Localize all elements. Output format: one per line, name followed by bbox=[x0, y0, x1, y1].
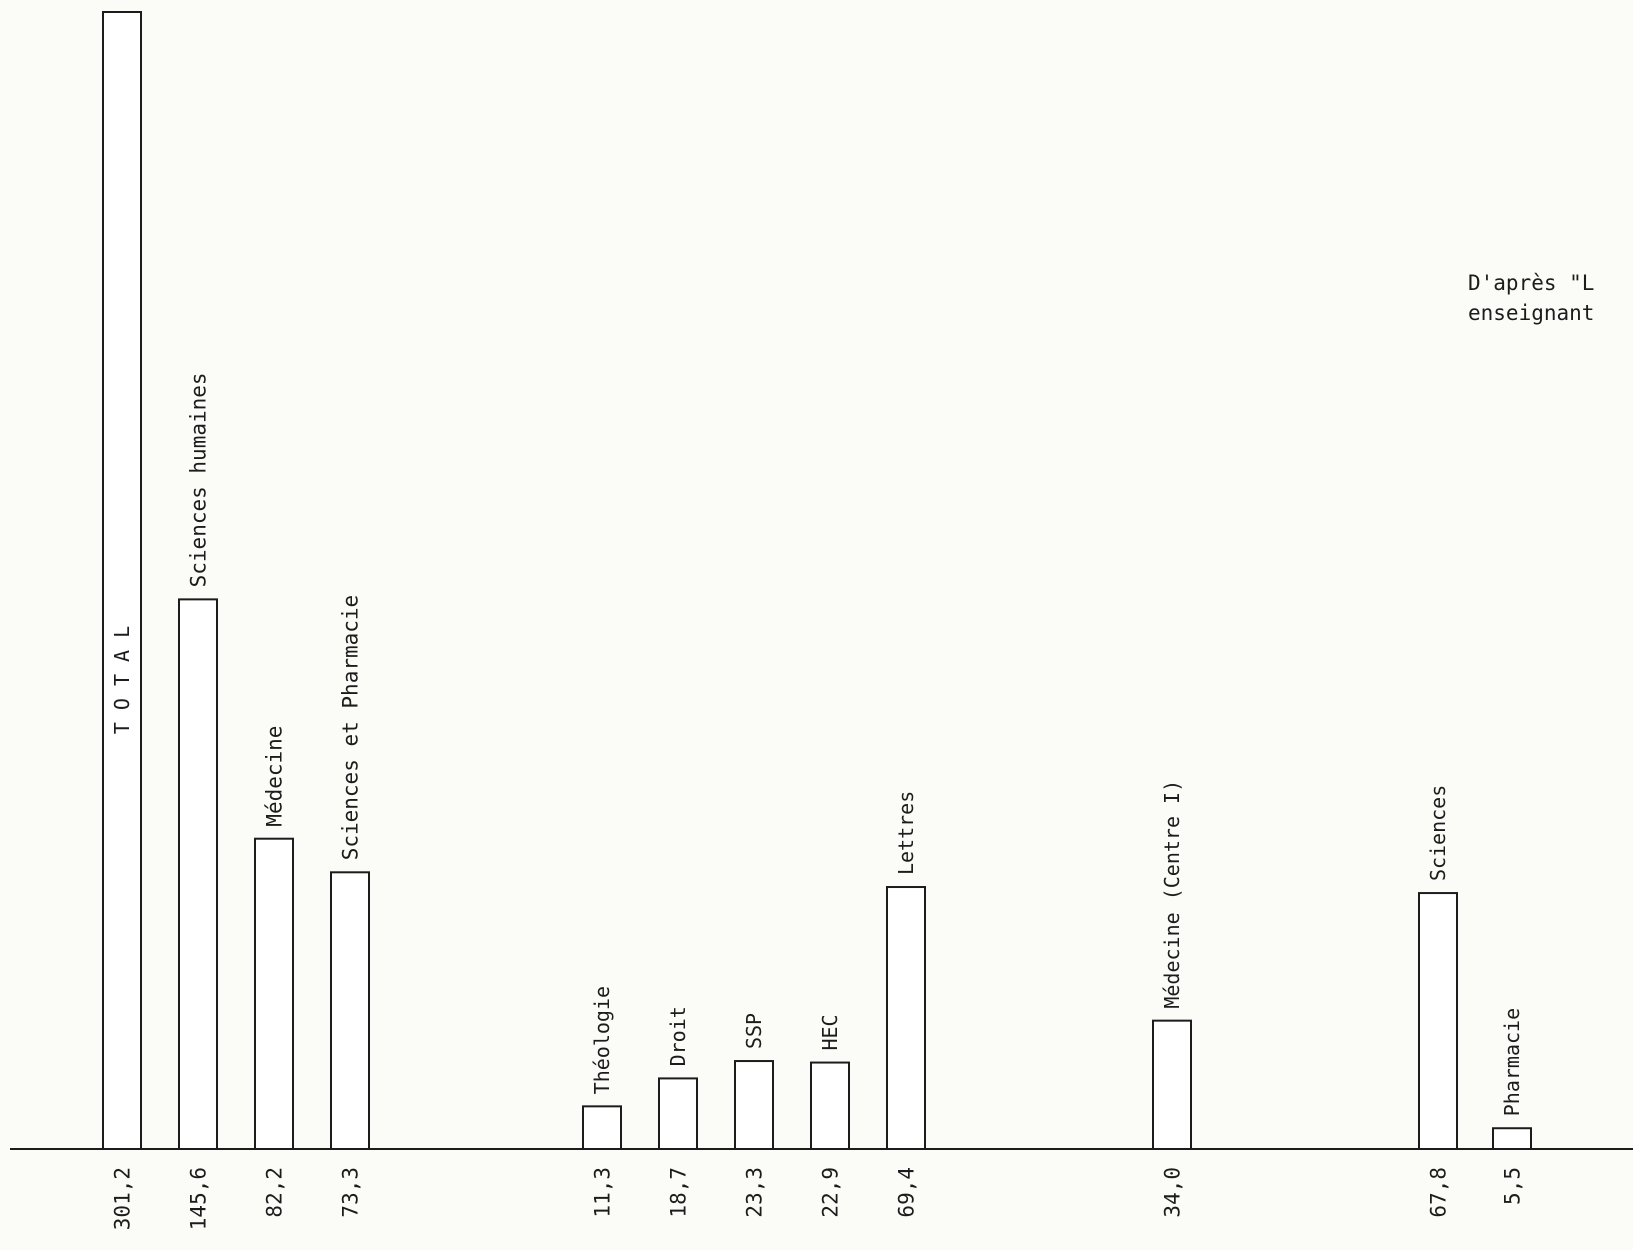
category-label-5: Droit bbox=[666, 1006, 690, 1066]
category-label-3: Sciences et Pharmacie bbox=[338, 595, 362, 861]
value-label-2: 82,2 bbox=[262, 1167, 286, 1218]
value-label-1: 145,6 bbox=[186, 1167, 210, 1230]
bar-2 bbox=[254, 837, 294, 1150]
source-note-line-2: enseignant bbox=[1468, 301, 1595, 325]
category-label-6: SSP bbox=[742, 1013, 766, 1049]
bar-9 bbox=[1152, 1019, 1192, 1150]
value-label-10: 67,8 bbox=[1426, 1167, 1450, 1218]
value-label-6: 23,3 bbox=[742, 1167, 766, 1218]
source-note: D'après "L enseignant bbox=[1468, 268, 1594, 328]
bar-0 bbox=[102, 11, 142, 1150]
bar-8 bbox=[886, 886, 926, 1150]
category-label-10: Sciences bbox=[1426, 785, 1450, 881]
value-label-3: 73,3 bbox=[338, 1167, 362, 1218]
value-label-4: 11,3 bbox=[590, 1167, 614, 1218]
bar-1 bbox=[178, 598, 218, 1150]
bar-3 bbox=[330, 871, 370, 1150]
value-labels-group: 301,2 145,6 82,2 73,3 11,3 18,7 23,3 22,9 69,4 34… bbox=[110, 1167, 1524, 1230]
value-label-0: 301,2 bbox=[110, 1167, 134, 1230]
category-label-4: Théologie bbox=[590, 986, 614, 1094]
bars-group bbox=[102, 11, 1532, 1151]
value-label-9: 34,0 bbox=[1160, 1167, 1184, 1218]
category-label-0: T O T A L bbox=[110, 626, 134, 734]
value-label-11: 5,5 bbox=[1500, 1167, 1524, 1205]
value-label-7: 22,9 bbox=[818, 1167, 842, 1218]
value-label-8: 69,4 bbox=[894, 1167, 918, 1218]
category-label-11: Pharmacie bbox=[1500, 1008, 1524, 1116]
category-label-2: Médecine bbox=[262, 726, 286, 827]
category-label-1: Sciences humaines bbox=[186, 372, 210, 587]
source-note-line-1: D'après "L bbox=[1468, 271, 1595, 295]
bar-5 bbox=[658, 1077, 698, 1150]
bar-6 bbox=[734, 1060, 774, 1150]
category-label-9: Médecine (Centre I) bbox=[1160, 780, 1184, 1009]
category-labels-group: T O T A L Sciences humaines Médecine Scienc… bbox=[110, 372, 1524, 1116]
category-label-7: HEC bbox=[818, 1014, 842, 1050]
value-label-5: 18,7 bbox=[666, 1167, 690, 1218]
bar-7 bbox=[810, 1061, 850, 1151]
bar-11 bbox=[1492, 1127, 1532, 1150]
bar-4 bbox=[582, 1105, 622, 1151]
bar-10 bbox=[1418, 892, 1458, 1151]
category-label-8: Lettres bbox=[894, 791, 918, 875]
